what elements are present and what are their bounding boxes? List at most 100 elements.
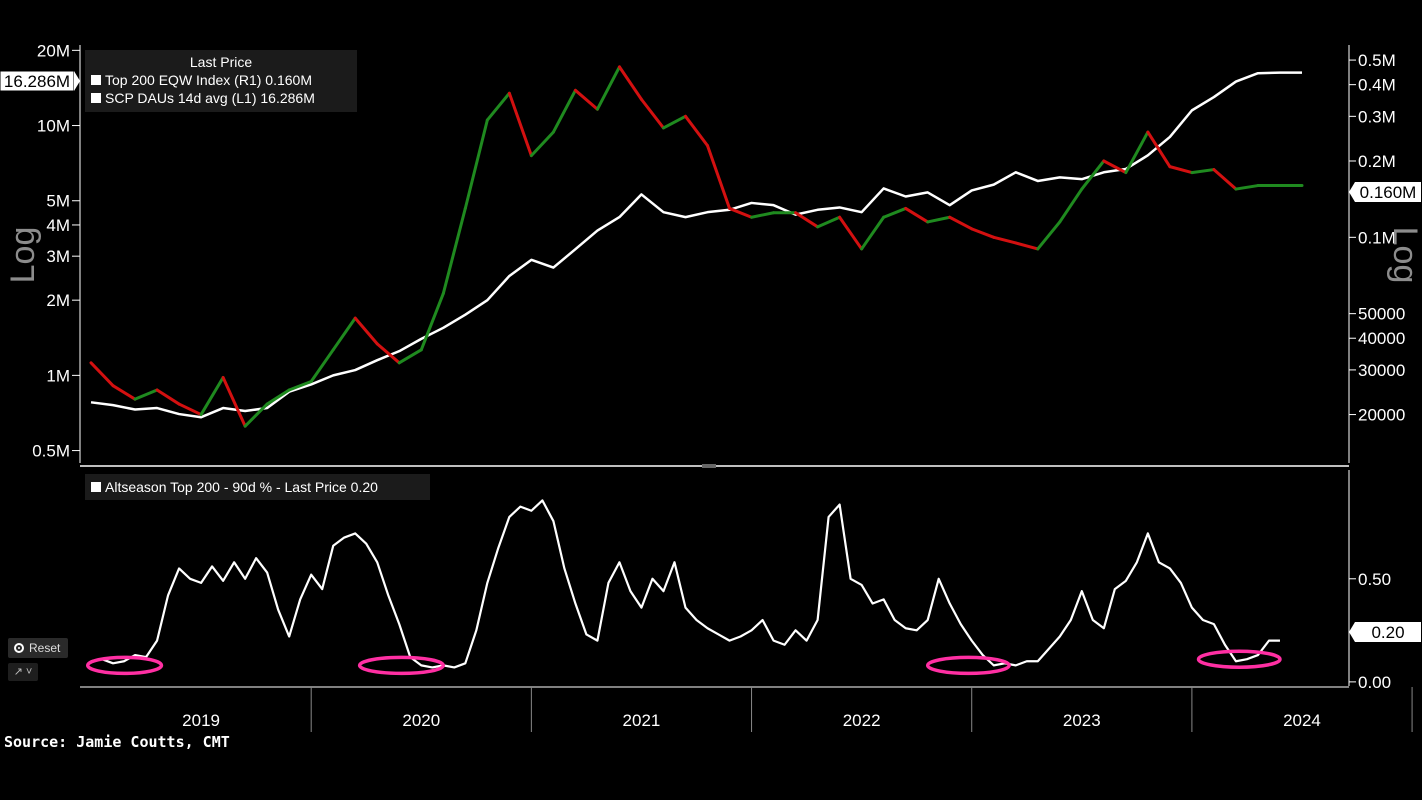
eqw-index-segment — [1146, 130, 1172, 169]
bottom-tick-label: 0.50 — [1358, 570, 1391, 589]
x-tick-label: 2023 — [1063, 711, 1101, 730]
eqw-index-segment — [463, 118, 489, 210]
daus-line — [90, 71, 1302, 419]
eqw-index-segment — [860, 215, 886, 251]
eqw-index-segment — [1058, 187, 1084, 224]
eqw-index-segment — [1168, 165, 1194, 175]
top-series-group — [89, 65, 1304, 428]
chart-type-icon: ↗ ˅ — [13, 666, 33, 678]
top-legend-box — [85, 50, 357, 112]
right-last-value-arrow — [1349, 182, 1355, 202]
legend-swatch-altseason — [91, 482, 101, 492]
bottom-legend-box — [85, 474, 430, 500]
eqw-index-segment — [882, 206, 908, 219]
left-last-value-arrow — [74, 71, 80, 91]
eqw-index-segment — [397, 348, 423, 365]
highlight-ellipse — [357, 655, 446, 676]
right-tick-label: 0.5M — [1358, 51, 1396, 70]
x-tick-label: 2019 — [182, 711, 220, 730]
legend-swatch-eqw — [91, 75, 101, 85]
left-tick-label: 10M — [37, 117, 70, 136]
source-caption: Source: Jamie Coutts, CMT — [4, 733, 230, 751]
chart-type-button[interactable]: ↗ ˅ — [8, 663, 38, 681]
eqw-index-segment — [970, 227, 996, 239]
eqw-index-segment — [617, 65, 643, 101]
eqw-index-segment — [728, 206, 754, 219]
legend-item-altseason: Altseason Top 200 - 90d % - Last Price 0… — [105, 479, 378, 495]
bottom-legend: Altseason Top 200 - 90d % - Last Price 0… — [85, 474, 430, 500]
eqw-index-segment — [992, 235, 1018, 245]
right-last-value-flag: 0.160M — [1349, 182, 1421, 202]
x-tick-label: 2020 — [402, 711, 440, 730]
left-last-value-text: 16.286M — [4, 72, 70, 91]
bottom-last-value-box — [1355, 622, 1421, 642]
top-legend: Last Price Top 200 EQW Index (R1) 0.160M… — [85, 50, 357, 112]
eqw-index-segment — [706, 144, 732, 210]
right-tick-label: 40000 — [1358, 329, 1405, 348]
altseason-line — [90, 499, 1280, 669]
eqw-index-segment — [375, 342, 401, 365]
right-last-value-box — [1355, 182, 1421, 202]
left-tick-label: 0.5M — [32, 442, 70, 461]
right-tick-label: 0.4M — [1358, 76, 1396, 95]
eqw-index-segment — [353, 316, 379, 346]
right-tick-label: 0.1M — [1358, 228, 1396, 247]
x-tick-label: 2024 — [1283, 711, 1321, 730]
eqw-index-segment — [1212, 168, 1238, 191]
eqw-index-segment — [750, 211, 776, 219]
eqw-index-segment — [309, 348, 335, 384]
highlight-ellipses — [85, 649, 1282, 676]
eqw-index-segment — [639, 97, 665, 130]
right-tick-label: 50000 — [1358, 305, 1405, 324]
eqw-index-segment — [1102, 159, 1128, 175]
eqw-index-segment — [265, 388, 291, 406]
eqw-index-segment — [221, 376, 247, 428]
eqw-index-segment — [926, 215, 952, 224]
x-axis-labels: 2019 2020 2021 2022 2023 2024 — [182, 687, 1413, 732]
eqw-index-segment — [661, 114, 687, 130]
eqw-index-segment — [287, 380, 313, 392]
eqw-index-segment — [948, 215, 974, 231]
left-axis-ticks: 20M 10M 5M 4M 3M 2M 1M 0.5M — [32, 41, 80, 461]
right-axis-log-label: Log — [1386, 227, 1422, 284]
reset-label: Reset — [29, 641, 61, 655]
left-tick-label: 5M — [46, 192, 70, 211]
eqw-index-segment — [243, 402, 269, 428]
eqw-index-segment — [155, 388, 181, 406]
eqw-index-segment — [529, 130, 555, 158]
bottom-last-value-text: 0.20 — [1371, 623, 1404, 642]
eqw-index-segment — [1234, 184, 1260, 191]
reset-icon — [14, 643, 24, 653]
eqw-index-segment — [904, 206, 930, 224]
right-axis-ticks: 0.5M 0.4M 0.3M 0.2M 0.1M 50000 40000 30000 20000 — [1349, 51, 1405, 425]
eqw-index-segment — [177, 402, 203, 417]
left-axis-log-label: Log — [4, 227, 42, 284]
eqw-index-segment — [89, 361, 115, 388]
eqw-index-segment — [419, 292, 445, 352]
bottom-series-group — [90, 499, 1280, 669]
highlight-ellipse — [1196, 649, 1282, 669]
left-tick-label: 3M — [46, 247, 70, 266]
reset-button[interactable]: Reset — [8, 638, 68, 658]
right-tick-label: 20000 — [1358, 406, 1405, 425]
legend-title: Last Price — [190, 54, 252, 70]
left-last-value-flag: 16.286M — [0, 70, 80, 92]
bottom-right-axis-ticks: 0.50 0.00 — [1349, 570, 1391, 692]
eqw-index-segment — [507, 91, 533, 158]
eqw-index-segment — [485, 91, 511, 122]
eqw-index-segment — [1014, 241, 1040, 251]
bottom-last-value-arrow — [1349, 622, 1355, 642]
eqw-index-segment — [1080, 159, 1106, 191]
left-tick-label: 1M — [46, 366, 70, 385]
left-tick-label: 2M — [46, 291, 70, 310]
x-tick-label: 2022 — [843, 711, 881, 730]
eqw-index-segment — [111, 384, 137, 401]
eqw-index-segment — [1036, 220, 1062, 251]
eqw-index-segment — [1124, 130, 1150, 175]
eqw-index-segment — [551, 88, 577, 134]
eqw-index-segment — [573, 88, 599, 111]
bottom-last-value-flag: 0.20 — [1349, 622, 1421, 642]
eqw-index-segment — [794, 211, 820, 229]
right-tick-label: 0.3M — [1358, 107, 1396, 126]
